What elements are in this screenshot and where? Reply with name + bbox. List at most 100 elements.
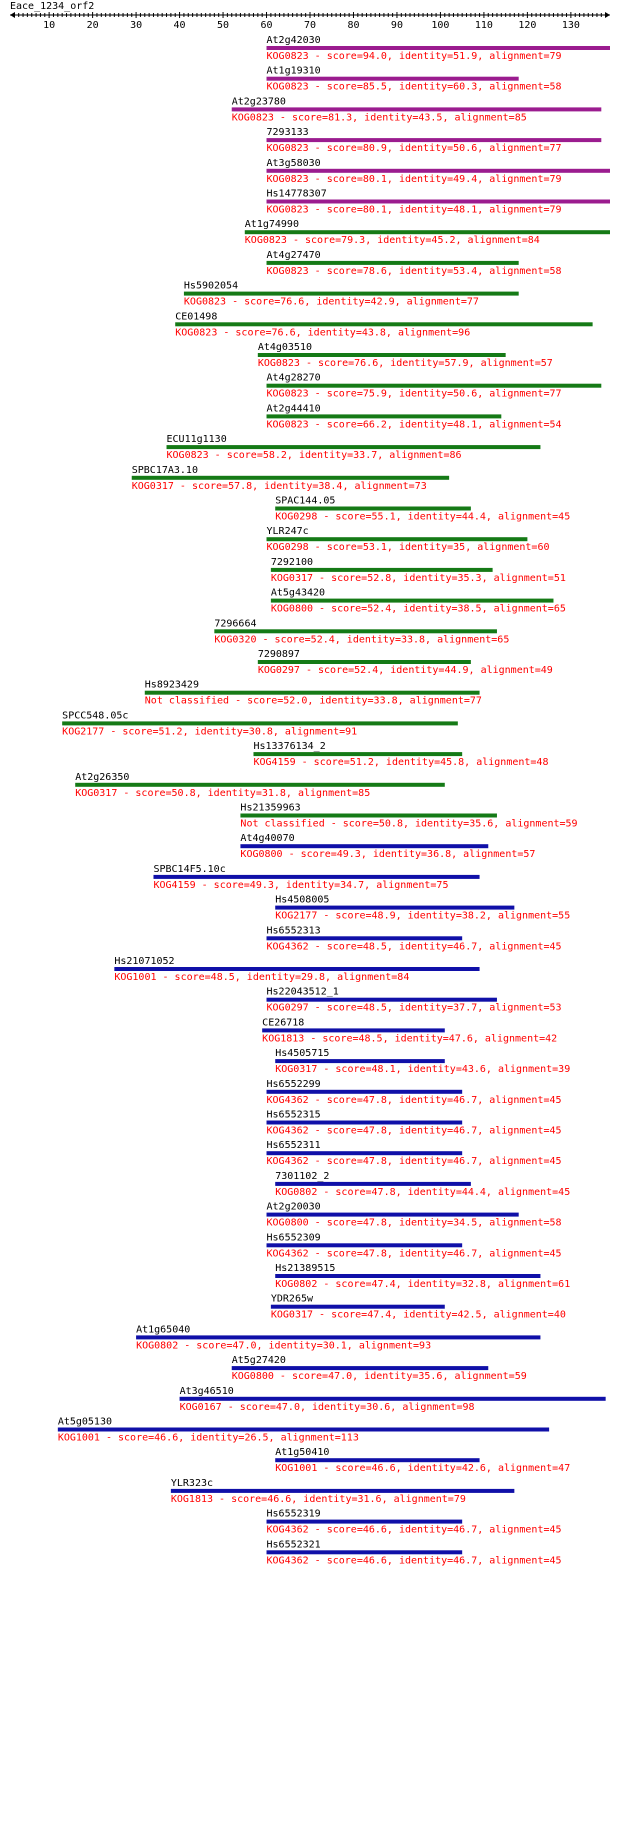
hit-name: At2g23780 [232,96,286,107]
axis-tick-label: 110 [475,20,493,31]
hit-bar [266,1243,463,1248]
hit-name: Hs21389515 [275,1263,335,1274]
hit-row: YLR323c KOG1813 - score=46.6, identity=31… [170,1478,515,1505]
hit-row: At2g20030 KOG0800 - score=47.8, identity=… [266,1202,562,1229]
hit-bar [136,1335,541,1340]
hit-bar [183,291,519,296]
hit-name: Hs6552309 [267,1232,321,1243]
hit-row: Hs4508005 KOG2177 - score=48.9, identity=… [275,895,570,922]
hit-name: Hs6552321 [267,1539,321,1550]
hit-name: CE26718 [262,1017,304,1028]
hit-bar [266,260,519,265]
hit-bar [266,936,463,941]
hit-description: KOG0317 - score=47.4, identity=42.5, ali… [271,1310,566,1321]
hit-row: Hs4505715 KOG0317 - score=48.1, identity=… [275,1048,570,1075]
hit-bar [75,782,445,787]
hit-row: At5g05130 KOG1001 - score=46.6, identity=… [57,1417,550,1444]
hit-row: At3g46510 KOG0167 - score=47.0, identity=… [179,1386,606,1413]
hit-description: KOG0800 - score=47.0, identity=35.6, ali… [232,1371,527,1382]
hit-description: KOG0317 - score=57.8, identity=38.4, ali… [132,481,427,492]
hit-row: Hs6552309 KOG4362 - score=47.8, identity=… [266,1232,562,1259]
hit-row: Hs6552321 KOG4362 - score=46.6, identity=… [266,1539,562,1566]
hit-description: KOG1001 - score=46.6, identity=26.5, ali… [58,1433,359,1444]
hit-name: At2g42030 [267,35,321,46]
hit-description: KOG0167 - score=47.0, identity=30.6, ali… [180,1402,475,1413]
hit-bar [175,322,593,327]
hit-row: SPCC548.05c KOG2177 - score=51.2, identit… [62,710,458,737]
hit-bar [266,1519,463,1524]
hit-row: 7296664 KOG0320 - score=52.4, identity=33… [214,618,509,645]
hit-row: Hs6552313 KOG4362 - score=48.5, identity=… [266,925,562,952]
position-axis: 10 20 30 40 50 60 70 80 90 100 110 120 130 [10,12,610,31]
axis-tick-label: 90 [391,20,403,31]
hit-name: Hs8923429 [145,680,199,691]
hit-row: CE01498 KOG0823 - score=76.6, identity=43… [175,311,593,338]
hit-row: At2g44410 KOG0823 - score=66.2, identity=… [266,403,562,430]
hit-row: At4g03510 KOG0823 - score=76.6, identity=… [257,342,553,369]
hit-bar [131,475,450,480]
hit-description: KOG0823 - score=76.6, identity=43.8, ali… [175,327,470,338]
hit-description: KOG0298 - score=55.1, identity=44.4, ali… [275,512,570,523]
hit-bar [266,76,519,81]
hit-bar [257,660,471,664]
hit-row: Hs21359963 Not classified - score=50.8, i… [240,803,578,830]
hit-row: YLR247c KOG0298 - score=53.1, identity=35… [266,526,549,553]
hit-name: Hs6552319 [267,1509,321,1520]
hit-name: At1g19310 [267,66,321,77]
hit-row: At1g19310 KOG0823 - score=85.5, identity=… [266,66,562,93]
hit-name: At4g28270 [267,373,321,384]
hit-row: 7292100 KOG0317 - score=52.8, identity=35… [270,557,566,584]
query-title: Eace_1234_orf2 [10,1,94,12]
hit-name: Hs14778307 [267,189,327,200]
hit-bar [270,598,554,603]
hit-name: 7301102_2 [275,1171,329,1182]
hit-bar [270,567,493,572]
hit-bar [231,1366,489,1371]
hit-description: KOG1001 - score=46.6, identity=42.6, ali… [275,1463,570,1474]
hit-row: At4g40070 KOG0800 - score=49.3, identity=… [240,833,535,860]
hit-bar [266,383,602,388]
hit-row: Hs6552299 KOG4362 - score=47.8, identity=… [266,1079,562,1106]
hit-description: KOG1813 - score=48.5, identity=47.6, ali… [262,1033,557,1044]
hit-description: KOG0823 - score=76.6, identity=57.9, ali… [258,358,553,369]
hit-bar [253,752,463,757]
hit-row: YDR265w KOG0317 - score=47.4, identity=42… [270,1294,566,1321]
hit-bar [266,1089,463,1094]
hit-description: KOG0823 - score=80.9, identity=50.6, ali… [267,143,562,154]
hit-bar [170,1488,515,1493]
hit-row: Hs6552315 KOG4362 - score=47.8, identity=… [266,1110,562,1137]
hit-name: CE01498 [175,311,217,322]
hit-description: KOG0802 - score=47.4, identity=32.8, ali… [275,1279,570,1290]
hit-description: KOG0800 - score=47.8, identity=34.5, ali… [267,1218,562,1229]
hit-list: At2g42030 KOG0823 - score=94.0, identity=… [57,35,611,1566]
hit-name: Hs21359963 [240,803,300,814]
axis-tick-label: 130 [562,20,580,31]
hit-description: KOG2177 - score=51.2, identity=30.8, ali… [62,726,357,737]
hit-bar [275,1458,480,1463]
hit-bar [266,1151,463,1156]
hit-description: KOG2177 - score=48.9, identity=38.2, ali… [275,911,570,922]
axis-tick-label: 40 [174,20,186,31]
hit-bar [262,1028,445,1033]
hit-row: Hs8923429 Not classified - score=52.0, id… [144,680,482,707]
hit-name: 7290897 [258,649,300,660]
hit-bar [244,230,611,235]
hit-description: Not classified - score=52.0, identity=33… [145,696,482,707]
hit-name: At3g46510 [180,1386,234,1397]
hit-bar [275,506,471,511]
hit-name: At3g58030 [267,158,321,169]
hit-name: At4g40070 [240,833,294,844]
hit-description: KOG4362 - score=46.6, identity=46.7, ali… [267,1555,562,1566]
hit-bar [114,967,480,971]
hit-description: KOG0823 - score=66.2, identity=48.1, ali… [267,419,562,430]
hit-name: At2g44410 [267,403,321,414]
hit-row: 7301102_2 KOG0802 - score=47.8, identity=… [275,1171,570,1198]
hit-bar [57,1427,550,1432]
hit-description: KOG0823 - score=94.0, identity=51.9, ali… [267,51,562,62]
hit-description: KOG0823 - score=85.5, identity=60.3, ali… [267,82,562,93]
hit-bar [266,168,610,173]
hit-description: KOG0800 - score=52.4, identity=38.5, ali… [271,604,566,615]
hit-name: At5g43420 [271,588,325,599]
hit-bar [275,1059,445,1064]
hit-bar [153,874,480,879]
